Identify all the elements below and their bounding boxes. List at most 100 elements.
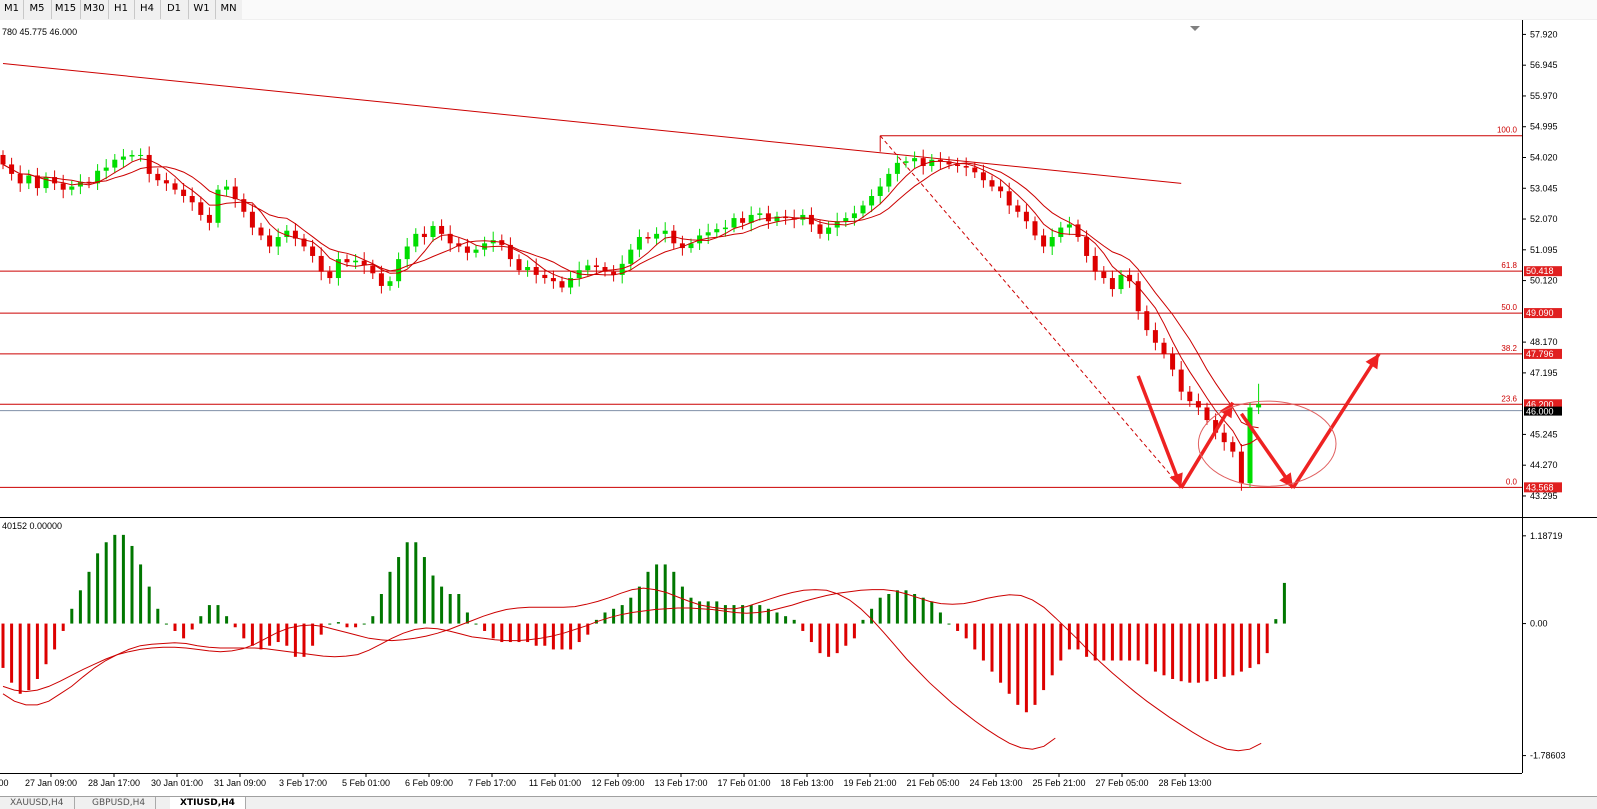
- macd-histogram-bar: [302, 623, 306, 657]
- fib-anchor-line: [879, 135, 1182, 488]
- candle-body: [361, 260, 367, 266]
- macd-histogram-bar: [1274, 619, 1278, 624]
- symbol-tab-xauusd[interactable]: XAUUSD,H4: [0, 797, 75, 809]
- timeframe-m15[interactable]: M15: [51, 0, 81, 19]
- macd-header-text: 40152 0.00000: [2, 521, 62, 531]
- macd-histogram-bar: [964, 623, 968, 639]
- macd-histogram-bar: [242, 623, 246, 639]
- price-tick-label: 50.120: [1530, 276, 1558, 286]
- timeframe-m1[interactable]: M1: [0, 0, 24, 19]
- macd-histogram-bar: [311, 623, 315, 646]
- macd-histogram-bar: [293, 623, 297, 657]
- macd-histogram-bar: [508, 623, 512, 643]
- symbol-tab-gbpusd[interactable]: GBPUSD,H4: [82, 797, 157, 809]
- fib-price-tag: [1524, 348, 1562, 359]
- candle-body: [1118, 274, 1124, 290]
- fib-price-label: 50.418: [1526, 266, 1554, 276]
- candle-body: [722, 227, 728, 230]
- timeframe-m30[interactable]: M30: [80, 0, 109, 19]
- fib-level-text: 50.0: [1501, 303, 1517, 312]
- candle-body: [103, 167, 109, 171]
- time-tick-label: 28 Jan 17:00: [88, 778, 140, 788]
- candle-body: [843, 218, 849, 222]
- macd-histogram-bar: [250, 623, 254, 646]
- macd-histogram-bar: [27, 623, 31, 691]
- candle-body: [748, 214, 754, 223]
- candle-body: [533, 267, 539, 275]
- macd-tick-label: -1.78603: [1530, 751, 1566, 761]
- macd-histogram-bar: [784, 616, 788, 624]
- candle-body: [284, 230, 290, 238]
- candle-body: [869, 195, 875, 206]
- candle-body: [413, 233, 419, 247]
- timeframe-d1[interactable]: D1: [160, 0, 189, 19]
- projection-arrow-head: [1169, 472, 1183, 488]
- macd-histogram-bar: [259, 623, 263, 650]
- candle-body: [430, 225, 436, 238]
- current-price-tag: [1524, 406, 1562, 416]
- candle-body: [860, 205, 866, 214]
- macd-histogram-bar: [1093, 623, 1097, 661]
- macd-histogram-bar: [44, 623, 48, 665]
- candle-body: [1015, 205, 1021, 212]
- macd-histogram-bar: [534, 623, 538, 646]
- projection-arrows: [1136, 352, 1381, 489]
- macd-histogram-bar: [371, 616, 375, 624]
- timeframe-h1[interactable]: H1: [108, 0, 135, 19]
- candle-body: [249, 211, 255, 228]
- macd-histogram-bar: [543, 623, 547, 646]
- candle-body: [645, 237, 651, 239]
- candle-body: [292, 230, 298, 239]
- candle-body: [421, 233, 427, 238]
- candle-body: [1066, 224, 1072, 228]
- macd-panel: 1.18719 0.00 -1.78603: [1, 531, 1566, 761]
- price-tick-label: 53.045: [1530, 183, 1558, 193]
- macd-histogram-bar: [1153, 623, 1157, 672]
- candle-body: [1144, 311, 1150, 331]
- timeframe-h4[interactable]: H4: [134, 0, 161, 19]
- timeframe-w1[interactable]: W1: [188, 0, 216, 19]
- macd-histogram-bar: [405, 542, 409, 624]
- candle-body: [989, 180, 995, 187]
- macd-histogram-bar: [1171, 623, 1175, 679]
- macd-histogram-bar: [53, 623, 57, 650]
- candle-body: [731, 218, 737, 228]
- candle-body: [628, 249, 634, 264]
- macd-histogram-bar: [629, 597, 633, 624]
- fib-price-label: 49.090: [1526, 308, 1554, 318]
- macd-histogram-bar: [827, 623, 831, 657]
- timeframe-mn[interactable]: MN: [215, 0, 243, 19]
- price-tick-label: 54.020: [1530, 152, 1558, 162]
- macd-histogram-bar: [1059, 623, 1063, 661]
- macd-histogram-bar: [861, 619, 865, 624]
- candle-body: [464, 246, 470, 253]
- candle-body: [1023, 211, 1029, 222]
- candle-body: [507, 244, 513, 260]
- macd-histogram-bar: [870, 608, 874, 624]
- candle-body: [912, 158, 918, 162]
- macd-histogram-bar: [1119, 623, 1123, 661]
- macd-histogram-bar: [1214, 623, 1218, 679]
- macd-histogram-bar: [35, 623, 39, 679]
- candle-body: [542, 274, 548, 279]
- moving-average-fast: [2, 158, 1259, 447]
- symbol-tab-xtiusd[interactable]: XTIUSD,H4: [170, 797, 246, 809]
- candle-body: [1195, 401, 1201, 408]
- candle-body: [189, 195, 195, 203]
- macd-histogram-bar: [96, 553, 100, 624]
- macd-histogram-bar: [61, 623, 65, 631]
- projection-arrow-shaft: [1291, 352, 1381, 489]
- candle-body: [679, 243, 685, 249]
- candle-body: [447, 233, 453, 244]
- price-tick-label: 57.920: [1530, 29, 1558, 39]
- macd-histogram-bar: [10, 623, 14, 683]
- macd-histogram-bar: [1016, 623, 1020, 705]
- timeframe-m5[interactable]: M5: [23, 0, 52, 19]
- macd-histogram-bar: [319, 623, 323, 635]
- macd-histogram-bar: [956, 623, 960, 631]
- price-tick-label: 55.970: [1530, 91, 1558, 101]
- macd-histogram-bar: [87, 571, 91, 624]
- projection-ellipse: [1197, 400, 1337, 487]
- fib-price-tag: [1524, 482, 1562, 493]
- candle-body: [215, 189, 221, 223]
